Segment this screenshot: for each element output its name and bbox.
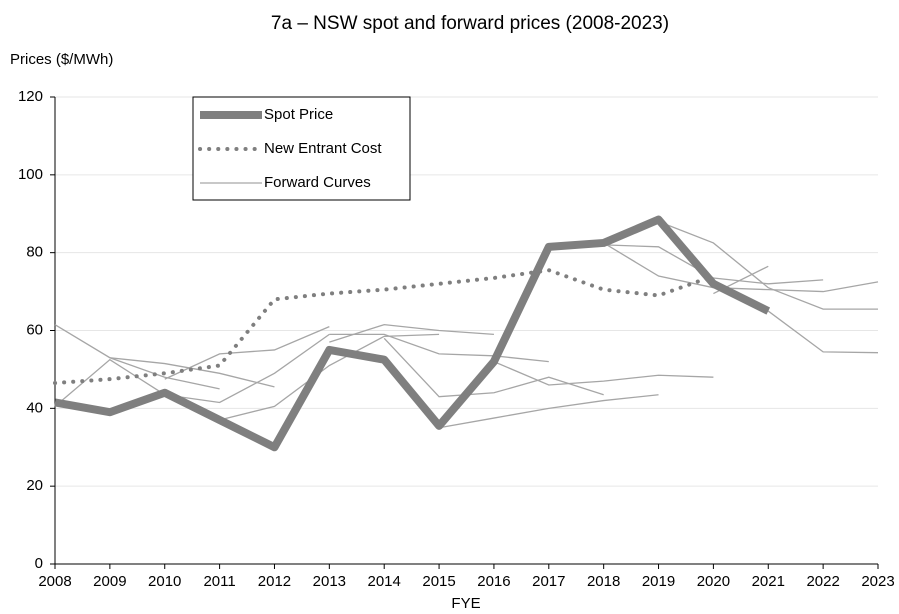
y-tick-label: 100 <box>18 166 43 183</box>
x-tick-label: 2011 <box>203 573 235 590</box>
x-tick-label: 2017 <box>532 573 565 590</box>
x-tick-label: 2013 <box>313 573 346 590</box>
line-series <box>53 268 716 386</box>
x-tick-label: 2015 <box>422 573 455 590</box>
plot-area <box>53 215 879 452</box>
line-series <box>329 333 549 363</box>
line-series <box>493 361 714 386</box>
x-tick-label: 2023 <box>861 573 894 590</box>
x-tick-label: 2018 <box>587 573 620 590</box>
x-tick-label: 2019 <box>642 573 675 590</box>
x-tick-label: 2020 <box>697 573 730 590</box>
y-tick-label: 0 <box>35 555 43 572</box>
y-tick-label: 60 <box>26 321 43 338</box>
x-tick-label: 2009 <box>93 573 126 590</box>
legend-label: New Entrant Cost <box>264 140 382 157</box>
legend-label: Spot Price <box>264 106 333 123</box>
chart-title: 7a – NSW spot and forward prices (2008-2… <box>271 13 669 34</box>
line-series <box>658 220 878 310</box>
x-tick-label: 2022 <box>806 573 839 590</box>
x-axis-label: FYE <box>451 595 480 612</box>
line-series <box>329 324 494 343</box>
y-tick-label: 40 <box>26 399 43 416</box>
x-tick-label: 2010 <box>148 573 181 590</box>
line-series <box>603 242 879 293</box>
grid: 0 20 40 60 80 100 120 2008 2009 2010 2011 2012 2013 2… <box>18 88 895 590</box>
line-series <box>438 394 659 429</box>
x-tick-label: 2021 <box>752 573 785 590</box>
y-tick-label: 20 <box>26 477 43 494</box>
y-tick-label: 120 <box>18 88 43 105</box>
x-tick-label: 2012 <box>258 573 291 590</box>
x-tick-label: 2008 <box>38 573 71 590</box>
line-series <box>164 326 330 380</box>
x-tick-label: 2014 <box>368 573 401 590</box>
x-tick-label: 2016 <box>477 573 510 590</box>
y-tick-label: 80 <box>26 244 43 261</box>
line-series <box>219 333 440 421</box>
legend: Spot Price New Entrant Cost Forward Curves <box>198 106 382 191</box>
y-axis-label: Prices ($/MWh) <box>10 51 113 68</box>
legend-label: Forward Curves <box>264 174 371 191</box>
line-series <box>54 215 771 452</box>
line-series <box>54 333 330 407</box>
line-series <box>54 324 220 390</box>
